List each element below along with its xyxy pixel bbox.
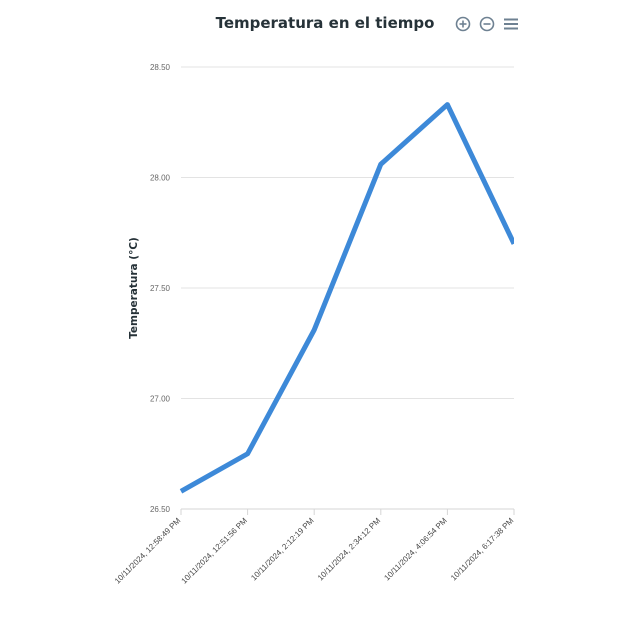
chart-title: Temperatura en el tiempo xyxy=(215,14,435,32)
x-tick-label: 10/11/2024, 2:34:12 PM xyxy=(316,516,383,583)
zoom-in-icon[interactable] xyxy=(454,15,472,33)
y-tick-label: 27.50 xyxy=(150,284,171,293)
hamburger-menu-icon[interactable] xyxy=(502,15,520,33)
y-tick-label: 28.50 xyxy=(150,63,171,72)
y-axis-title: Temperatura (°C) xyxy=(128,237,140,339)
zoom-out-icon[interactable] xyxy=(478,15,496,33)
x-tick-label: 10/11/2024, 4:06:54 PM xyxy=(382,516,449,583)
chart-toolbar xyxy=(454,15,520,33)
y-tick-label: 28.00 xyxy=(150,174,171,183)
y-tick-label: 26.50 xyxy=(150,505,171,514)
series-line xyxy=(179,102,514,494)
x-tick-label: 10/11/2024, 12:58:49 PM xyxy=(113,516,183,586)
x-tick-label: 10/11/2024, 2:12:19 PM xyxy=(249,516,316,583)
x-tick-label: 10/11/2024, 6:17:38 PM xyxy=(449,516,516,583)
x-tick-label: 10/11/2024, 12:51:56 PM xyxy=(180,516,250,586)
y-tick-label: 27.00 xyxy=(150,395,171,404)
